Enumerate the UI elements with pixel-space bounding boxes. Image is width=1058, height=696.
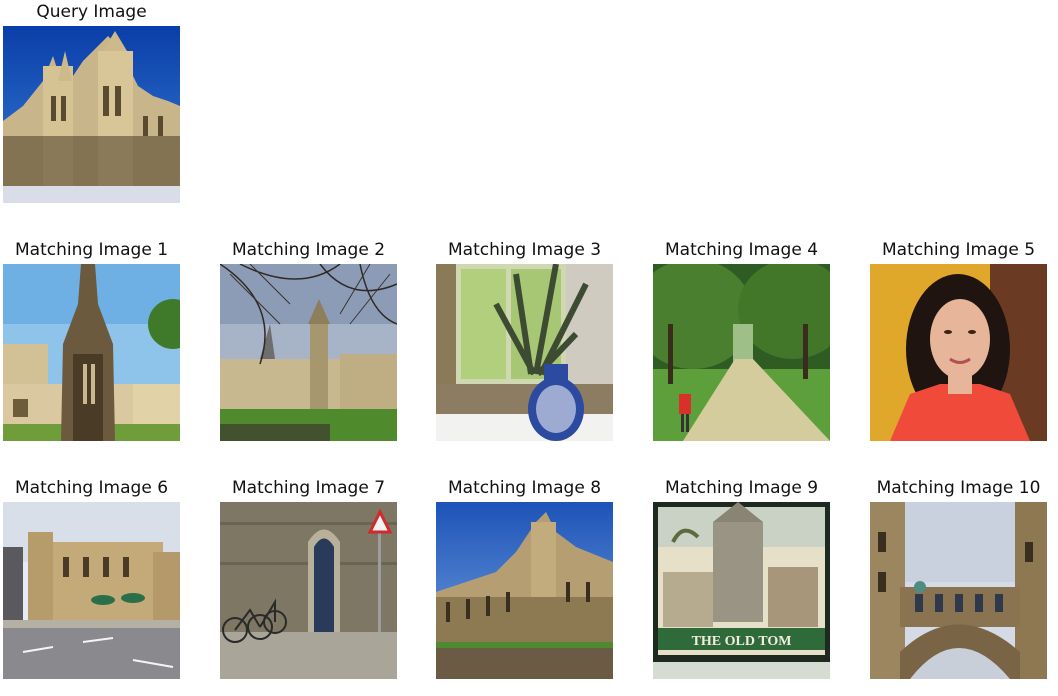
match-title: Matching Image 8 — [447, 478, 602, 498]
match-image — [870, 264, 1047, 441]
gothic-spire-monument-photo — [3, 264, 180, 441]
match-image — [653, 264, 830, 441]
gothic-college-facade-photo — [436, 502, 613, 679]
woman-portrait-photo — [870, 264, 1047, 441]
bridge-of-sighs-photo — [870, 502, 1047, 679]
match-title: Matching Image 7 — [231, 478, 386, 498]
match-title: Matching Image 9 — [664, 478, 819, 498]
match-image — [870, 502, 1047, 679]
match-title: Matching Image 3 — [447, 240, 602, 260]
castellated-building-street-photo — [3, 502, 180, 679]
match-title: Matching Image 1 — [14, 240, 169, 260]
pub-sign-text: THE OLD TOM — [692, 634, 792, 649]
query-image — [3, 26, 180, 203]
college-lawn-bare-tree-photo — [220, 264, 397, 441]
match-image — [220, 502, 397, 679]
match-title: Matching Image 10 — [876, 478, 1041, 498]
match-image — [436, 502, 613, 679]
match-image — [220, 264, 397, 441]
window-vase-plant-photo — [436, 264, 613, 441]
tree-lined-avenue-photo — [653, 264, 830, 441]
gothic-college-tower-photo — [3, 26, 180, 203]
match-image — [3, 502, 180, 679]
match-title: Matching Image 6 — [14, 478, 169, 498]
match-title: Matching Image 2 — [231, 240, 386, 260]
query-title: Query Image — [36, 2, 147, 22]
match-title: Matching Image 4 — [664, 240, 819, 260]
match-image — [436, 264, 613, 441]
match-image — [3, 264, 180, 441]
match-title: Matching Image 5 — [881, 240, 1036, 260]
match-image: THE OLD TOM — [653, 502, 830, 679]
the-old-tom-pub-sign-photo: THE OLD TOM — [653, 502, 830, 679]
stone-doorway-bicycles-photo — [220, 502, 397, 679]
